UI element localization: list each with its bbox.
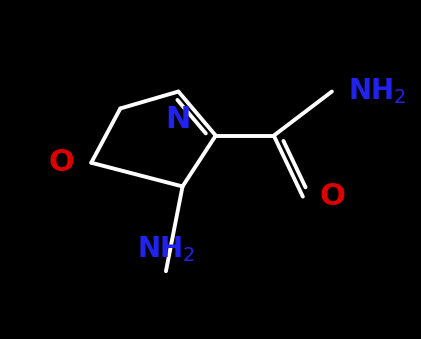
Text: NH$_2$: NH$_2$ [137,235,195,264]
Text: NH$_2$: NH$_2$ [349,77,407,106]
Text: N: N [166,105,191,134]
Text: O: O [320,182,345,211]
Text: O: O [49,148,75,177]
